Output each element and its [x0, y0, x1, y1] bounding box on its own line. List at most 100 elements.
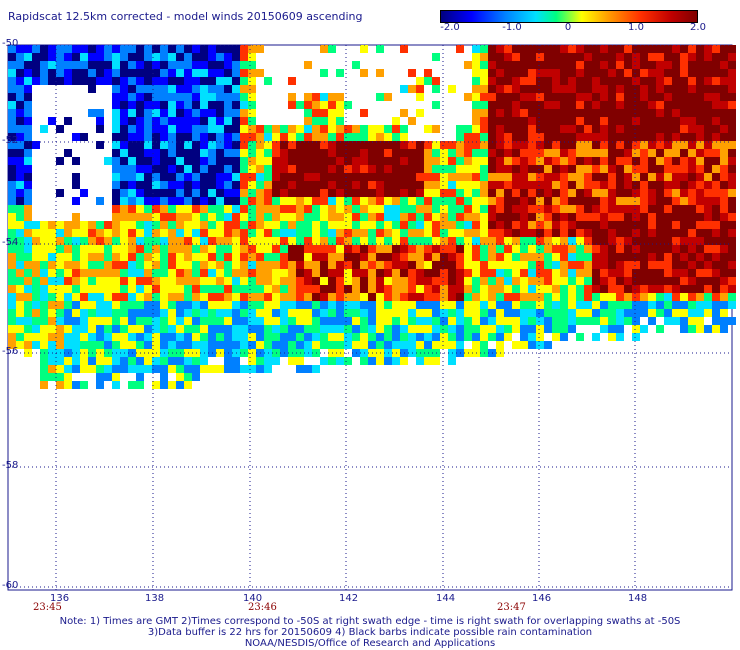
wind-cell	[256, 261, 264, 269]
wind-cell	[632, 181, 640, 189]
wind-cell	[8, 149, 16, 157]
wind-cell	[552, 45, 560, 53]
wind-cell	[480, 189, 488, 197]
wind-cell	[656, 213, 664, 221]
wind-cell	[424, 237, 432, 245]
wind-cell	[144, 213, 152, 221]
wind-cell	[616, 301, 624, 309]
wind-cell	[128, 301, 136, 309]
wind-cell	[376, 277, 384, 285]
wind-cell	[672, 213, 680, 221]
wind-cell	[16, 101, 24, 109]
wind-cell	[288, 277, 296, 285]
wind-cell	[688, 301, 696, 309]
wind-cell	[56, 325, 64, 333]
wind-cell	[680, 109, 688, 117]
wind-cell	[624, 149, 632, 157]
wind-cell	[360, 341, 368, 349]
wind-cell	[224, 221, 232, 229]
wind-cell	[104, 45, 112, 53]
wind-cell	[72, 357, 80, 365]
wind-cell	[264, 157, 272, 165]
wind-cell	[240, 333, 248, 341]
wind-cell	[264, 237, 272, 245]
wind-cell	[344, 309, 352, 317]
wind-cell	[368, 261, 376, 269]
wind-cell	[16, 61, 24, 69]
wind-cell	[384, 333, 392, 341]
wind-cell	[512, 253, 520, 261]
wind-cell	[688, 93, 696, 101]
wind-cell	[472, 101, 480, 109]
wind-cell	[104, 53, 112, 61]
wind-cell	[312, 325, 320, 333]
wind-cell	[296, 309, 304, 317]
wind-cell	[480, 197, 488, 205]
wind-cell	[328, 197, 336, 205]
wind-cell	[448, 293, 456, 301]
wind-cell	[176, 285, 184, 293]
wind-cell	[64, 293, 72, 301]
wind-cell	[8, 173, 16, 181]
wind-cell	[408, 69, 416, 77]
wind-cell	[472, 309, 480, 317]
wind-cell	[64, 149, 72, 157]
wind-cell	[280, 229, 288, 237]
wind-cell	[720, 205, 728, 213]
wind-cell	[320, 221, 328, 229]
wind-cell	[40, 325, 48, 333]
wind-cell	[336, 309, 344, 317]
wind-cell	[288, 253, 296, 261]
wind-cell	[184, 133, 192, 141]
wind-cell	[528, 293, 536, 301]
wind-cell	[208, 93, 216, 101]
wind-cell	[304, 229, 312, 237]
wind-cell	[192, 181, 200, 189]
wind-cell	[48, 333, 56, 341]
wind-cell	[240, 173, 248, 181]
wind-cell	[336, 269, 344, 277]
wind-cell	[704, 197, 712, 205]
wind-cell	[88, 357, 96, 365]
wind-cell	[320, 173, 328, 181]
wind-cell	[560, 189, 568, 197]
wind-cell	[680, 325, 688, 333]
wind-cell	[408, 277, 416, 285]
wind-cell	[72, 61, 80, 69]
wind-cell	[328, 253, 336, 261]
wind-cell	[640, 77, 648, 85]
wind-cell	[448, 85, 456, 93]
wind-cell	[168, 173, 176, 181]
wind-cell	[240, 45, 248, 53]
wind-cell	[168, 301, 176, 309]
wind-cell	[368, 309, 376, 317]
wind-cell	[40, 301, 48, 309]
wind-cell	[304, 221, 312, 229]
wind-cell	[72, 173, 80, 181]
wind-cell	[528, 125, 536, 133]
wind-cell	[568, 85, 576, 93]
wind-cell	[248, 181, 256, 189]
wind-cell	[152, 325, 160, 333]
wind-cell	[216, 45, 224, 53]
wind-cell	[64, 317, 72, 325]
wind-cell	[592, 237, 600, 245]
wind-cell	[376, 189, 384, 197]
wind-cell	[288, 165, 296, 173]
wind-cell	[664, 301, 672, 309]
wind-cell	[256, 253, 264, 261]
wind-cell	[312, 269, 320, 277]
wind-cell	[176, 157, 184, 165]
wind-cell	[488, 133, 496, 141]
wind-cell	[632, 309, 640, 317]
wind-cell	[480, 301, 488, 309]
graticule	[8, 44, 732, 590]
wind-cell	[368, 197, 376, 205]
wind-cell	[720, 325, 728, 333]
wind-cell	[200, 277, 208, 285]
wind-cell	[184, 141, 192, 149]
wind-cell	[568, 253, 576, 261]
wind-cell	[464, 189, 472, 197]
wind-cell	[304, 125, 312, 133]
wind-cell	[184, 117, 192, 125]
